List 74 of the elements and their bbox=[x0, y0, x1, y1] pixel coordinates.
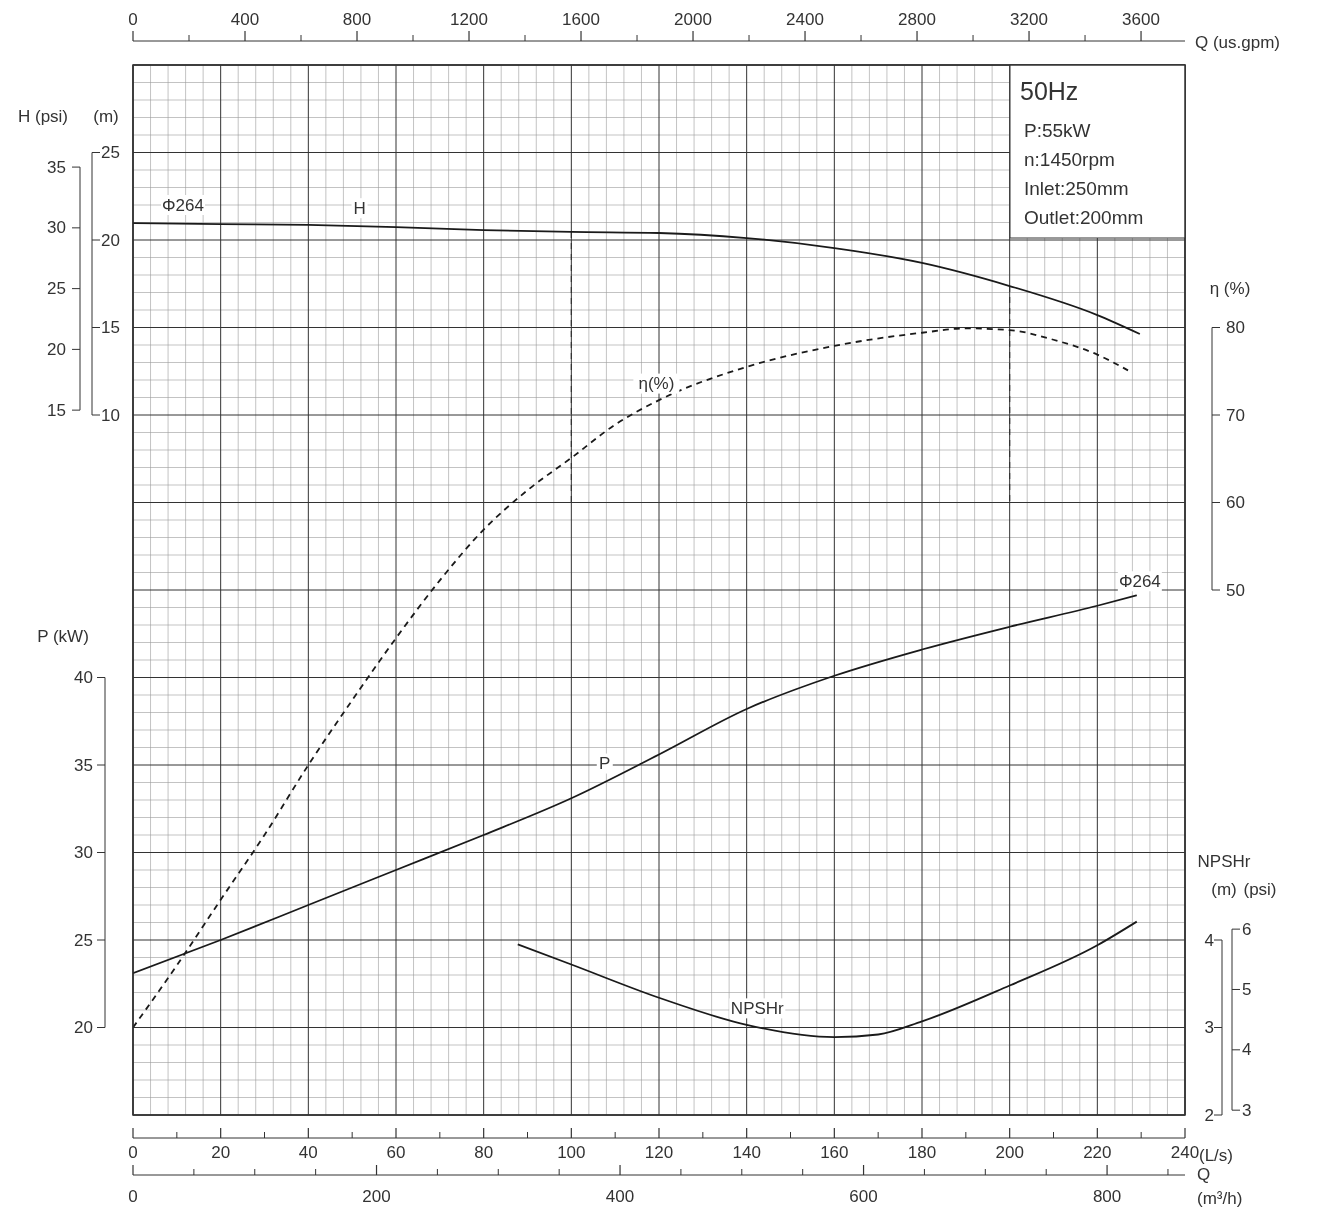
y2-axis-title: P (kW) bbox=[37, 626, 89, 646]
y-tick-label: 10 bbox=[101, 405, 120, 425]
y3-tick-label: 30 bbox=[47, 218, 66, 238]
y-tick-label: 15 bbox=[101, 318, 120, 337]
y2-tick-label: 4 bbox=[1242, 1040, 1252, 1060]
y3-tick-label: 35 bbox=[47, 157, 66, 177]
x-tick-label: 200 bbox=[995, 1142, 1024, 1162]
annotation: Φ264 bbox=[1118, 571, 1161, 591]
x-tick-label: 80 bbox=[474, 1142, 494, 1162]
y3-axis-title: H (psi) bbox=[17, 106, 69, 126]
y-tick-label: 20 bbox=[101, 230, 120, 250]
series-label: P bbox=[599, 754, 611, 774]
y3-tick-label: 80 bbox=[1226, 318, 1245, 337]
x-tick-label: 20 bbox=[211, 1142, 231, 1162]
x2-tick-label: 800 bbox=[342, 9, 372, 29]
x2-axis-title: Q (us.gpm) bbox=[1195, 32, 1281, 52]
x2-tick-label: 3600 bbox=[1122, 9, 1160, 29]
x-tick-label: 220 bbox=[1083, 1142, 1112, 1162]
y3-tick-label: 70 bbox=[1226, 405, 1245, 425]
x-axis-title: (L/s) bbox=[1199, 1145, 1233, 1165]
annotation: Φ264 bbox=[162, 195, 204, 215]
y-tick-label: 4 bbox=[1204, 930, 1214, 950]
x-tick-label: 180 bbox=[907, 1142, 937, 1162]
annotation: Outlet:200mm bbox=[1024, 206, 1144, 228]
y3-tick-label: 60 bbox=[1226, 493, 1245, 512]
annotation: Inlet:250mm bbox=[1024, 177, 1129, 199]
x-tick-label: 120 bbox=[644, 1142, 674, 1162]
series-label: H bbox=[353, 198, 366, 218]
x-tick-label: 0 bbox=[128, 1186, 138, 1206]
y2-tick-label: 30 bbox=[74, 843, 93, 862]
x2-tick-label: 1600 bbox=[562, 9, 600, 29]
y2-tick-label: 6 bbox=[1242, 919, 1252, 939]
x-tick-label: 100 bbox=[557, 1142, 586, 1162]
x-tick-label: 60 bbox=[386, 1142, 406, 1162]
x2-tick-label: 2800 bbox=[898, 9, 936, 29]
y-tick-label: 3 bbox=[1204, 1018, 1214, 1037]
y2-tick-label: 25 bbox=[74, 930, 93, 950]
series-label: η(%) bbox=[638, 374, 675, 394]
x-tick-label: 240 bbox=[1170, 1142, 1200, 1162]
x-tick-label: 0 bbox=[128, 1142, 138, 1162]
text: 50Hz bbox=[1020, 77, 1079, 105]
line-series bbox=[133, 222, 1141, 335]
y3-tick-label: 25 bbox=[47, 279, 66, 299]
y2-tick-label: 3 bbox=[1242, 1100, 1252, 1120]
x2-tick-label: 400 bbox=[230, 9, 260, 29]
x-tick-label: 400 bbox=[605, 1186, 635, 1206]
y2-tick-label: 40 bbox=[74, 668, 93, 687]
x2-tick-label: 2400 bbox=[786, 9, 824, 29]
annotation: n:1450rpm bbox=[1024, 148, 1115, 170]
x2-tick-label: 1200 bbox=[450, 9, 488, 29]
x2-tick-label: 0 bbox=[128, 9, 138, 29]
x-tick-label: 160 bbox=[820, 1142, 849, 1162]
x2-tick-label: 2000 bbox=[674, 9, 712, 29]
y-tick-label: 2 bbox=[1204, 1105, 1214, 1125]
series-label: NPSHr bbox=[730, 998, 785, 1018]
y-axis-title: (m) bbox=[93, 106, 119, 126]
x-tick-label: 200 bbox=[362, 1186, 391, 1206]
y2-tick-label: 20 bbox=[74, 1018, 93, 1037]
x-tick-label: 140 bbox=[732, 1142, 761, 1162]
x2-tick-label: 3200 bbox=[1010, 9, 1048, 29]
y2-tick-label: 35 bbox=[74, 755, 93, 775]
y3-tick-label: 20 bbox=[47, 339, 66, 359]
x-tick-label: 40 bbox=[298, 1142, 318, 1162]
y-tick-label: 25 bbox=[101, 143, 120, 162]
y2-axis-title: (psi) bbox=[1243, 879, 1277, 899]
y3-tick-label: 15 bbox=[47, 400, 66, 420]
x-axis-title: Q (m³/h) bbox=[1197, 1164, 1243, 1208]
x-tick-label: 600 bbox=[849, 1186, 878, 1206]
y3-tick-label: 50 bbox=[1226, 580, 1245, 600]
annotation: P:55kW bbox=[1024, 119, 1091, 141]
y3-axis-title: η (%) bbox=[1209, 278, 1251, 298]
line-series bbox=[516, 920, 1138, 1039]
x-tick-label: 800 bbox=[1092, 1186, 1122, 1206]
y2-tick-label: 5 bbox=[1242, 979, 1252, 999]
